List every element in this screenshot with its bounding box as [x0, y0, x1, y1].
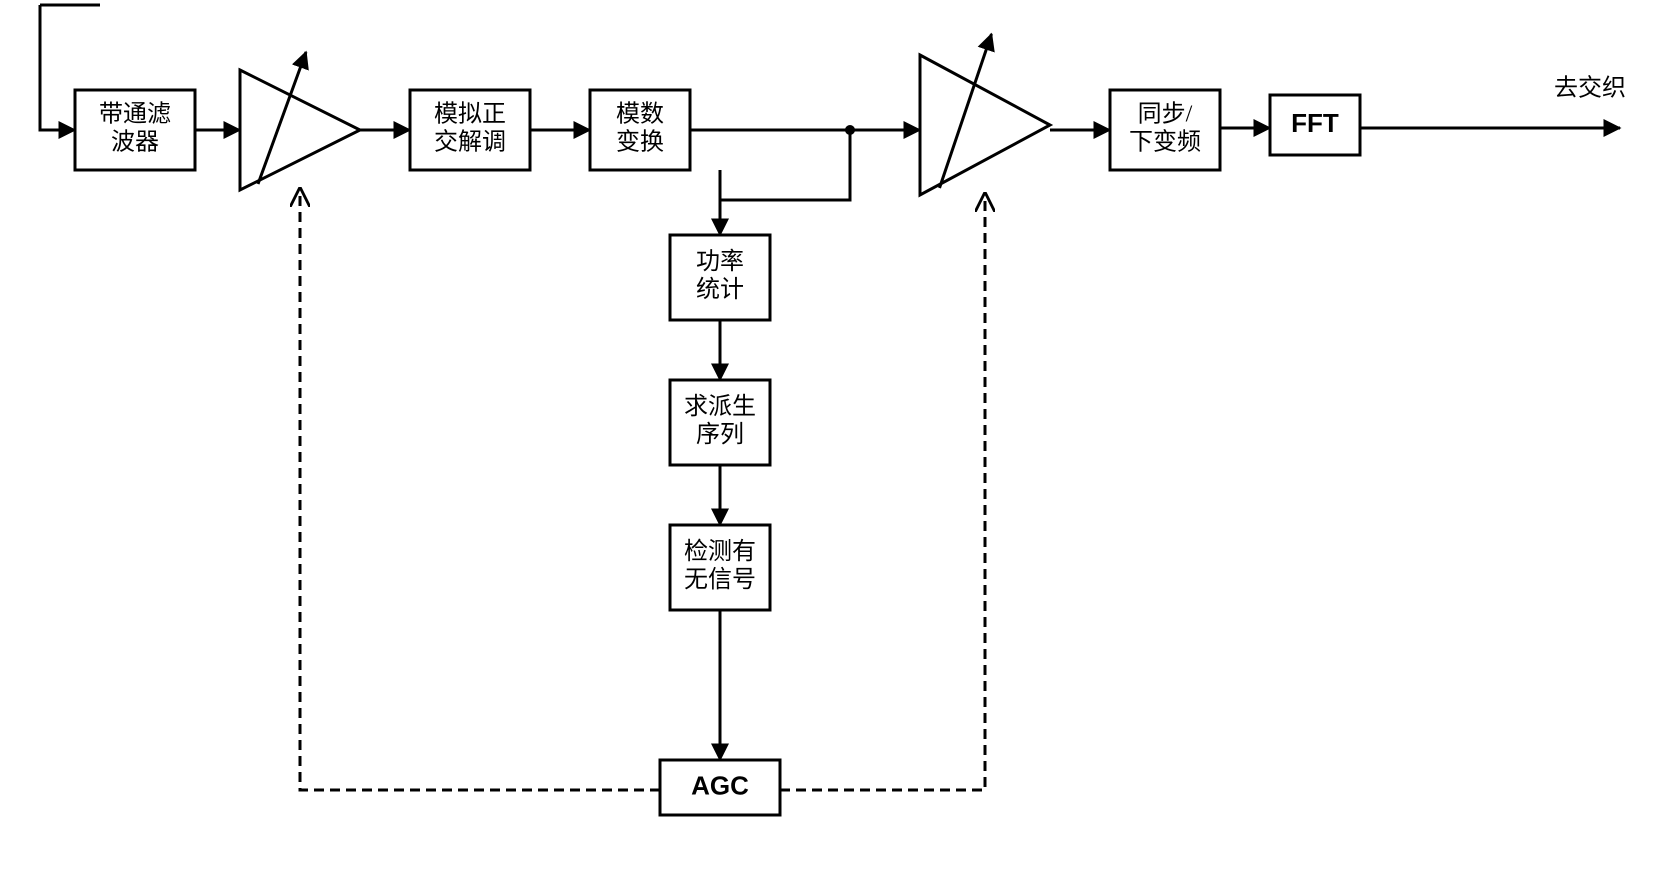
- node-bpf-label-1: 波器: [111, 129, 159, 156]
- node-deriv-label-0: 求派生: [684, 393, 756, 420]
- node-sync: 同步/下变频: [1110, 90, 1220, 170]
- edge-input-tl-to-bpf: [40, 5, 75, 130]
- node-fft-label-0: FFT: [1291, 108, 1339, 138]
- output-label: 去交织: [1554, 75, 1626, 102]
- node-bpf-label-0: 带通滤: [99, 101, 171, 128]
- node-pwr-label-0: 功率: [696, 248, 744, 275]
- node-agc-label-0: AGC: [691, 770, 749, 800]
- node-fft: FFT: [1270, 95, 1360, 155]
- node-iqdemod: 模拟正交解调: [410, 90, 530, 170]
- edge-agc-to-amp1: [300, 190, 660, 790]
- node-detect-label-0: 检测有: [684, 538, 756, 565]
- node-sync-label-0: 同步/: [1138, 101, 1193, 128]
- node-adc-label-1: 变换: [616, 129, 664, 156]
- node-deriv: 求派生序列: [670, 380, 770, 465]
- node-iqdemod-label-0: 模拟正: [434, 101, 506, 128]
- node-deriv-label-1: 序列: [696, 421, 744, 448]
- node-detect-label-1: 无信号: [684, 566, 756, 593]
- node-pwr-label-1: 统计: [696, 276, 744, 303]
- node-pwr: 功率统计: [670, 235, 770, 320]
- node-amp1: [240, 52, 360, 190]
- node-bpf: 带通滤波器: [75, 90, 195, 170]
- node-detect: 检测有无信号: [670, 525, 770, 610]
- edge-tap-to-amp2-in: [720, 130, 850, 200]
- node-sync-label-1: 下变频: [1129, 129, 1201, 156]
- node-iqdemod-label-1: 交解调: [434, 129, 506, 156]
- node-amp2: [920, 34, 1050, 195]
- edge-agc-to-amp2: [780, 195, 985, 790]
- node-adc: 模数变换: [590, 90, 690, 170]
- node-adc-label-0: 模数: [616, 101, 664, 128]
- node-agc: AGC: [660, 760, 780, 815]
